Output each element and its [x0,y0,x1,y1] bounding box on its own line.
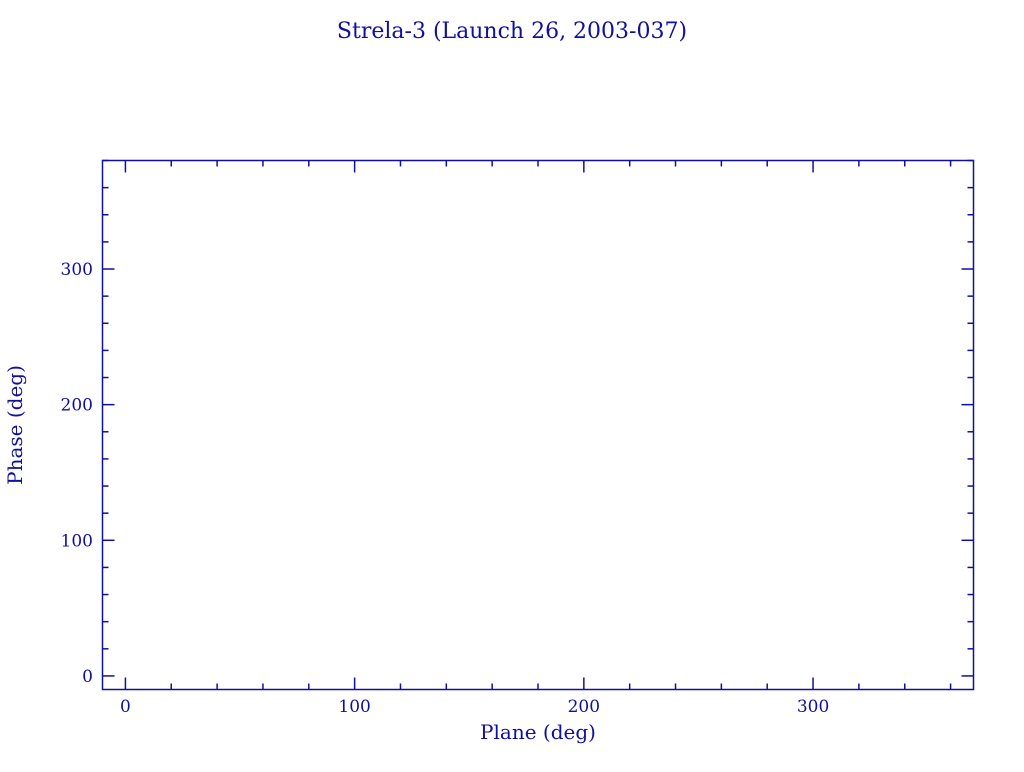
x-tick-label: 200 [568,697,600,717]
x-tick-label: 300 [797,697,829,717]
y-tick-label: 300 [61,260,93,280]
x-tick-label: 100 [338,697,370,717]
chart-title: Strela-3 (Launch 26, 2003-037) [337,19,687,44]
x-tick-label: 0 [120,697,131,717]
y-tick-label: 200 [61,396,93,416]
y-tick-label: 100 [61,531,93,551]
x-axis-label: Plane (deg) [480,720,596,744]
y-axis-label: Phase (deg) [3,365,27,485]
plot-frame [101,159,975,691]
y-tick-label: 0 [82,667,93,687]
axis-ticks: 0 100 200 300 0 100 200 300 [61,159,974,717]
